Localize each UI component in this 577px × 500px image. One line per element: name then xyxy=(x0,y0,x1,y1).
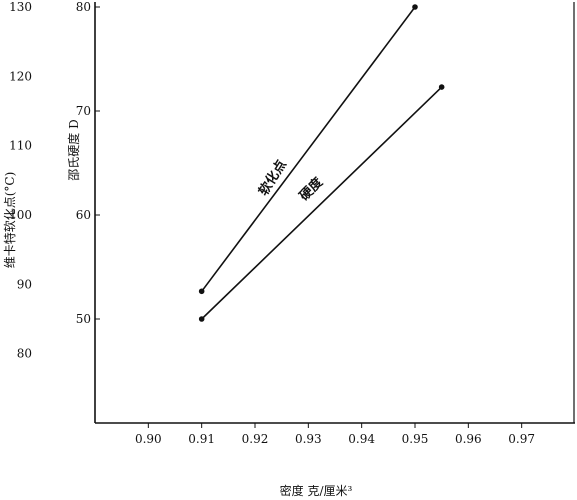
x-tick-label: 0.90 xyxy=(135,432,162,446)
left-y-tick-label: 90 xyxy=(17,277,32,291)
left-y-tick-label: 130 xyxy=(9,0,32,14)
series-layer xyxy=(198,4,445,322)
data-point xyxy=(438,84,445,90)
left-y-axis-ticks: 80 90 100 110 120 130 xyxy=(9,0,32,361)
x-tick-label: 0.91 xyxy=(188,432,215,446)
x-tick-label: 0.92 xyxy=(242,432,269,446)
x-axis-ticks: 0.90 0.91 0.92 0.93 0.94 0.95 0.96 0.97 xyxy=(135,423,535,446)
right-y-axis-title: 邵氏硬度 D xyxy=(66,119,81,180)
series-line-softening-point xyxy=(201,6,416,292)
left-y-tick-label: 110 xyxy=(9,139,32,153)
data-point xyxy=(198,316,205,322)
series-label-hardness: 硬度 xyxy=(296,174,326,204)
right-y-tick-label: 70 xyxy=(76,104,91,118)
x-tick-label: 0.96 xyxy=(455,432,482,446)
data-point xyxy=(198,288,205,295)
left-y-tick-label: 80 xyxy=(17,347,32,361)
series-label-softening: 软化点 xyxy=(255,157,289,199)
right-y-tick-label: 80 xyxy=(76,0,91,14)
x-axis-title: 密度 克/厘米³ xyxy=(280,483,353,498)
left-y-axis-title: 维卡特软化点(°C) xyxy=(2,172,17,269)
left-y-tick-label: 120 xyxy=(9,69,32,83)
x-tick-label: 0.93 xyxy=(295,432,322,446)
right-y-tick-label: 50 xyxy=(76,312,91,326)
data-point xyxy=(412,4,418,10)
right-y-axis-ticks: 50 60 70 80 xyxy=(76,0,100,326)
x-tick-label: 0.95 xyxy=(402,432,429,446)
x-tick-label: 0.97 xyxy=(508,432,535,446)
plot-frame xyxy=(94,2,575,424)
left-y-tick-label: 100 xyxy=(9,208,32,222)
x-tick-label: 0.94 xyxy=(348,432,375,446)
series-line-hardness xyxy=(201,86,443,320)
right-y-tick-label: 60 xyxy=(76,208,91,222)
